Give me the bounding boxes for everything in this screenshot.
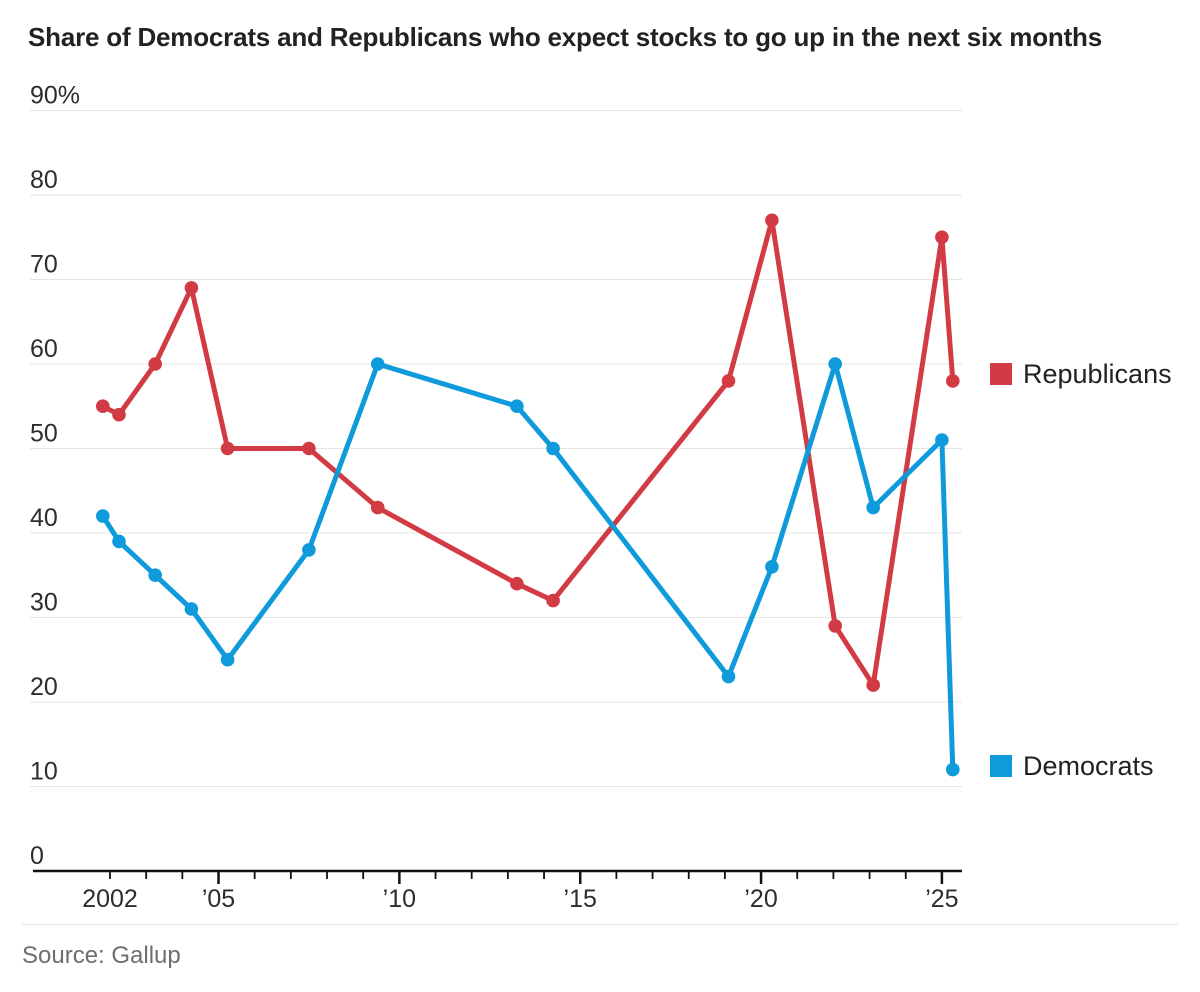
democrats-point — [510, 399, 524, 414]
x-axis-label: ’15 — [564, 885, 597, 913]
y-axis-label: 20 — [30, 673, 58, 701]
y-axis-label: 70 — [30, 250, 58, 278]
y-axis-label: 90% — [30, 81, 80, 109]
democrats-point — [946, 762, 960, 777]
democrats-point — [370, 357, 385, 371]
y-axis-label: 0 — [30, 842, 44, 870]
legend-label-republicans: Republicans — [1023, 359, 1172, 389]
democrats-point — [721, 669, 736, 684]
legend-swatch-republicans — [990, 363, 1012, 385]
legend-label-democrats: Democrats — [1023, 751, 1154, 781]
democrats-point — [866, 500, 880, 515]
republicans-point — [184, 281, 199, 295]
republicans-point — [370, 500, 385, 515]
legend-swatch-democrats — [990, 755, 1012, 777]
democrats-point — [935, 433, 949, 447]
republicans-point — [721, 374, 736, 388]
republicans-point — [302, 441, 316, 456]
democrats-point — [302, 543, 316, 557]
republicans-point — [828, 619, 842, 633]
y-axis-label: 30 — [30, 588, 58, 616]
footer-divider — [22, 924, 1178, 925]
democrats-point — [184, 602, 199, 616]
x-axis-label: ’25 — [925, 885, 958, 913]
y-axis-label: 10 — [30, 757, 58, 785]
republicans-point — [220, 441, 235, 456]
democrats-point — [765, 560, 779, 574]
y-axis-label: 60 — [30, 335, 58, 363]
x-axis-label: ’05 — [202, 885, 235, 913]
democrats-point — [112, 534, 126, 549]
republicans-point — [935, 230, 949, 244]
democrats-point — [828, 357, 842, 371]
republicans-point — [546, 593, 560, 608]
source-note: Source: Gallup — [22, 942, 181, 969]
republicans-point — [765, 213, 779, 228]
x-axis-label: 2002 — [82, 885, 138, 913]
republicans-point — [148, 357, 162, 371]
democrats-point — [148, 568, 162, 582]
x-axis-label: ’20 — [744, 885, 777, 913]
democrats-point — [96, 509, 110, 523]
democrats-point — [220, 652, 235, 667]
y-axis-label: 50 — [30, 419, 58, 447]
chart-title: Share of Democrats and Republicans who e… — [28, 22, 1102, 52]
republicans-point — [866, 678, 880, 692]
republicans-point — [96, 399, 110, 414]
y-axis-label: 40 — [30, 504, 58, 532]
y-axis-label: 80 — [30, 166, 58, 194]
democrats-point — [546, 441, 560, 456]
republicans-point — [510, 576, 524, 591]
republicans-point — [112, 407, 126, 422]
republicans-point — [946, 374, 960, 388]
x-axis-label: ’10 — [383, 885, 416, 913]
